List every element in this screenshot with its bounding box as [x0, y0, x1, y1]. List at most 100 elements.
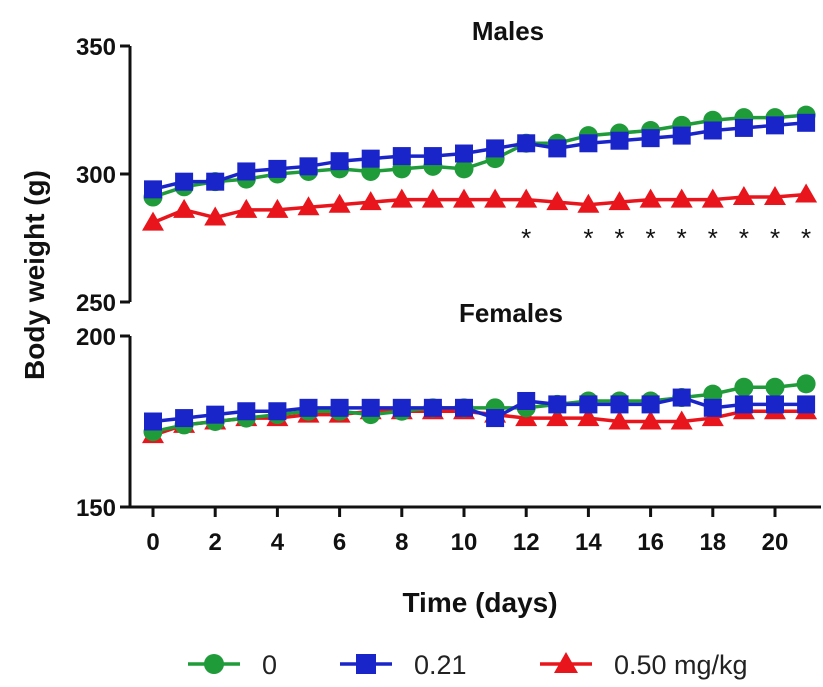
- y-tick-label: 250: [76, 290, 116, 317]
- data-point: [299, 398, 318, 417]
- data-point: [484, 188, 507, 208]
- data-point: [797, 113, 816, 132]
- data-point: [268, 159, 287, 178]
- significance-star: *: [521, 223, 531, 253]
- data-point: [486, 409, 505, 428]
- series-layer: [142, 105, 818, 444]
- data-point: [454, 159, 474, 179]
- data-point: [359, 191, 382, 211]
- data-point: [299, 157, 318, 176]
- data-point: [608, 191, 631, 211]
- series-line-0-21: [152, 395, 807, 424]
- data-point: [579, 395, 598, 414]
- data-point: [144, 180, 162, 199]
- data-point: [206, 172, 225, 191]
- x-tick-label: 6: [333, 529, 346, 556]
- series-line-0-50-mg-kg: [152, 192, 807, 225]
- data-point: [701, 188, 724, 208]
- data-point: [579, 134, 598, 153]
- data-point: [639, 410, 662, 430]
- data-point: [330, 152, 349, 171]
- data-point: [765, 377, 785, 397]
- panel-title-females: Females: [459, 298, 563, 328]
- legend-label-1: 0.21: [414, 650, 467, 680]
- legend-item-2: 0.50 mg/kg: [540, 650, 748, 680]
- data-point: [423, 147, 442, 166]
- data-point: [486, 139, 505, 158]
- legend-marker-triangle-icon: [554, 652, 578, 673]
- data-point: [703, 398, 722, 417]
- data-point: [204, 206, 227, 226]
- legend-item-1: 0.21: [340, 650, 467, 680]
- data-point: [639, 188, 662, 208]
- data-point: [175, 172, 194, 191]
- data-point: [453, 188, 475, 208]
- significance-star: *: [583, 223, 593, 253]
- significance-star: *: [801, 223, 811, 253]
- data-point: [237, 402, 256, 421]
- data-point: [670, 410, 693, 430]
- series-line-0: [152, 113, 807, 199]
- y-tick-label: 350: [76, 34, 116, 61]
- data-point: [703, 121, 722, 140]
- data-point: [610, 131, 629, 150]
- data-point: [268, 402, 287, 421]
- significance-star: *: [614, 223, 624, 253]
- significance-markers: * * * * * * * * *: [521, 223, 811, 253]
- y-axis-title: Body weight (g): [19, 170, 50, 380]
- data-point: [672, 388, 691, 407]
- data-point: [577, 407, 600, 427]
- x-tick-label: 12: [513, 529, 540, 556]
- data-point: [796, 374, 816, 394]
- legend-label-0: 0: [262, 650, 277, 680]
- data-point: [734, 395, 753, 414]
- x-tick-label: 18: [699, 529, 726, 556]
- data-point: [670, 188, 693, 208]
- data-point: [423, 398, 442, 417]
- data-point: [390, 188, 413, 208]
- data-point: [548, 139, 567, 158]
- data-point: [144, 412, 162, 431]
- x-tick-label: 4: [271, 529, 285, 556]
- data-point: [361, 149, 380, 168]
- significance-star: *: [708, 223, 718, 253]
- panel-title-males: Males: [472, 16, 544, 46]
- y-tick-label: 150: [76, 495, 116, 522]
- data-point: [548, 395, 567, 414]
- data-point: [795, 183, 818, 203]
- significance-star: *: [646, 223, 656, 253]
- y-tick-label: 200: [76, 324, 116, 351]
- legend-marker-square-icon: [356, 654, 376, 674]
- data-point: [206, 405, 225, 424]
- x-tick-label: 16: [637, 529, 664, 556]
- series-line-0-21: [152, 121, 807, 192]
- data-point: [392, 147, 411, 166]
- data-point: [455, 398, 473, 417]
- significance-star: *: [677, 223, 687, 253]
- series-line-0: [152, 382, 807, 434]
- data-point: [546, 407, 569, 427]
- data-point: [766, 395, 784, 414]
- data-point: [173, 198, 196, 218]
- data-point: [764, 186, 786, 206]
- data-point: [517, 134, 536, 153]
- data-point: [517, 391, 536, 410]
- data-point: [546, 191, 569, 211]
- data-point: [672, 126, 691, 145]
- x-tick-label: 0: [146, 529, 159, 556]
- data-point: [641, 395, 660, 414]
- data-point: [734, 118, 753, 137]
- data-point: [142, 211, 164, 231]
- significance-star: *: [770, 223, 780, 253]
- data-point: [610, 395, 629, 414]
- data-point: [641, 129, 660, 148]
- data-point: [328, 193, 351, 213]
- y-tick-label: 300: [76, 162, 116, 189]
- data-point: [235, 198, 258, 218]
- x-tick-label: 2: [209, 529, 222, 556]
- data-point: [797, 395, 816, 414]
- legend: 0 0.21 0.50 mg/kg: [188, 650, 748, 680]
- data-point: [392, 398, 411, 417]
- data-point: [766, 116, 784, 135]
